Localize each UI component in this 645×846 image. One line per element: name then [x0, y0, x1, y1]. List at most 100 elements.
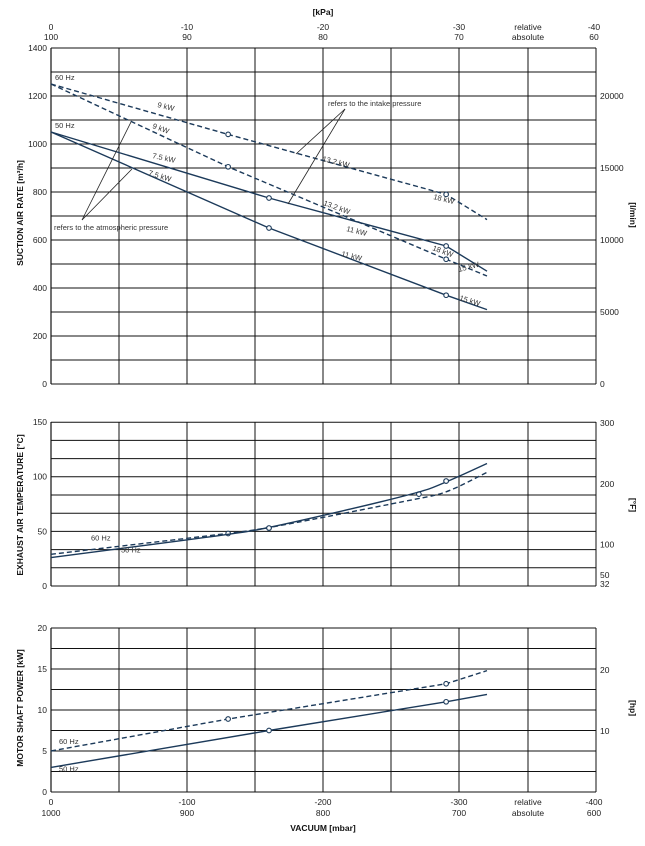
top-axis-title: [kPa]	[313, 7, 334, 17]
top-kpa-tick: -20	[317, 22, 330, 32]
y-tick-label: 400	[33, 283, 47, 293]
series-line-50hz	[50, 462, 488, 559]
data-point-marker	[443, 256, 449, 263]
top-abs-tick: 90	[182, 32, 192, 42]
y2-tick-label: 10000	[600, 235, 624, 245]
y-tick-label: 0	[42, 787, 47, 797]
y2-tick-label: 100	[600, 540, 614, 550]
series-line-50hz	[50, 131, 488, 272]
bottom-abs-tick: 900	[180, 808, 194, 818]
bottom-rel-tick: 0	[49, 797, 54, 807]
series-label: 60 Hz	[55, 73, 75, 82]
data-point-marker	[443, 243, 449, 249]
data-point-marker	[266, 727, 272, 734]
y-tick-label: 5	[42, 746, 47, 756]
y2-tick-label: 5000	[600, 307, 619, 317]
top-relative-label: relative	[514, 22, 542, 32]
y2-tick-label: 300	[600, 418, 614, 428]
data-point-marker	[225, 131, 231, 138]
top-end-tick: 60	[589, 32, 599, 42]
data-point-marker	[443, 698, 449, 705]
bottom-rel-tick: -200	[314, 797, 331, 807]
annotation-intake-leader	[287, 108, 346, 205]
top-abs-tick: 100	[44, 32, 58, 42]
top-kpa-tick: -10	[181, 22, 194, 32]
series-label: 60 Hz	[59, 737, 79, 746]
top-end-tick: -40	[588, 22, 601, 32]
bottom-end-tick: -400	[585, 797, 602, 807]
y2-tick-label: 32	[600, 579, 610, 589]
y2-tick-label: 20	[600, 665, 610, 675]
power-label: 13.2 kW	[322, 154, 352, 170]
y2-tick-label: 0	[600, 379, 605, 389]
bottom-axis: 0 -100 -200 -300 1000 900 800 700 relati…	[42, 797, 603, 833]
y-tick-label: 1000	[28, 139, 47, 149]
y2-tick-label: 200	[600, 479, 614, 489]
power-label: 18 kW	[433, 192, 457, 206]
series-label: 50 Hz	[59, 764, 79, 773]
data-point-marker	[266, 225, 272, 231]
y2-axis-title-power: [hp]	[628, 700, 638, 716]
y-tick-label: 0	[42, 379, 47, 389]
power-label: 15 kW	[458, 293, 482, 308]
bottom-abs-tick: 1000	[42, 808, 61, 818]
y-tick-label: 0	[42, 581, 47, 591]
power-label: 18 kW	[431, 243, 455, 259]
bottom-rel-tick: -300	[450, 797, 467, 807]
series-line-50hz	[50, 693, 488, 769]
y-axis-title-power: MOTOR SHAFT POWER [kW]	[15, 649, 25, 767]
power-label: 11 kW	[346, 224, 369, 238]
power-label: 9 kW	[157, 100, 177, 113]
series-line-50hz	[50, 131, 488, 311]
data-point-marker	[225, 163, 231, 170]
bottom-relative-label: relative	[514, 797, 542, 807]
y-tick-label: 15	[38, 664, 48, 674]
y-tick-label: 1200	[28, 91, 47, 101]
annotation-atmospheric-leader	[81, 121, 132, 221]
bottom-abs-tick: 800	[316, 808, 330, 818]
airflow-annotations: refers to the intake pressure refers to …	[54, 99, 421, 232]
power-label: 9 kW	[151, 121, 171, 136]
y-tick-label: 100	[33, 472, 47, 482]
top-axis: [kPa] 0 -10 -20 -30 100 90 80 70 relativ…	[44, 7, 601, 42]
y-tick-label: 800	[33, 187, 47, 197]
y-axis-title-temperature: EXHAUST AIR TEMPERATURE [°C]	[15, 434, 25, 575]
top-absolute-label: absolute	[512, 32, 544, 42]
series-line-60hz	[50, 83, 488, 221]
series-line-60hz	[50, 669, 488, 752]
y2-tick-label: 20000	[600, 91, 624, 101]
series-line-60hz	[50, 471, 488, 555]
y2-axis-title-temperature: [°F]	[628, 498, 638, 512]
y-tick-label: 150	[33, 417, 47, 427]
y-tick-label: 50	[38, 526, 48, 536]
data-point-marker	[266, 195, 272, 201]
data-point-marker	[443, 680, 449, 687]
y2-tick-label: 10	[600, 726, 610, 736]
data-point-marker	[443, 478, 449, 484]
data-point-marker	[266, 525, 272, 531]
annotation-intake-leader	[295, 108, 346, 155]
bottom-absolute-label: absolute	[512, 808, 544, 818]
top-kpa-tick: 0	[49, 22, 54, 32]
top-kpa-tick: -30	[453, 22, 466, 32]
annotation-atmospheric: refers to the atmospheric pressure	[54, 223, 168, 232]
series-label: 60 Hz	[91, 533, 111, 542]
bottom-end-tick: 600	[587, 808, 601, 818]
bottom-abs-tick: 700	[452, 808, 466, 818]
bottom-rel-tick: -100	[178, 797, 195, 807]
y-tick-label: 200	[33, 331, 47, 341]
y2-tick-label: 15000	[600, 163, 624, 173]
power-panel: 0 5 10 15 20 20 10 60 Hz 50 Hz	[38, 623, 610, 797]
y2-tick-label: 50	[600, 570, 610, 580]
top-abs-tick: 70	[454, 32, 464, 42]
annotation-intake: refers to the intake pressure	[328, 99, 421, 108]
power-label: 11 kW	[341, 249, 364, 263]
y-tick-label: 10	[38, 705, 48, 715]
x-axis-title: VACUUM [mbar]	[290, 823, 356, 833]
top-abs-tick: 80	[318, 32, 328, 42]
y-tick-label: 600	[33, 235, 47, 245]
annotation-atmospheric-leader	[81, 168, 133, 221]
data-point-marker	[443, 191, 449, 198]
